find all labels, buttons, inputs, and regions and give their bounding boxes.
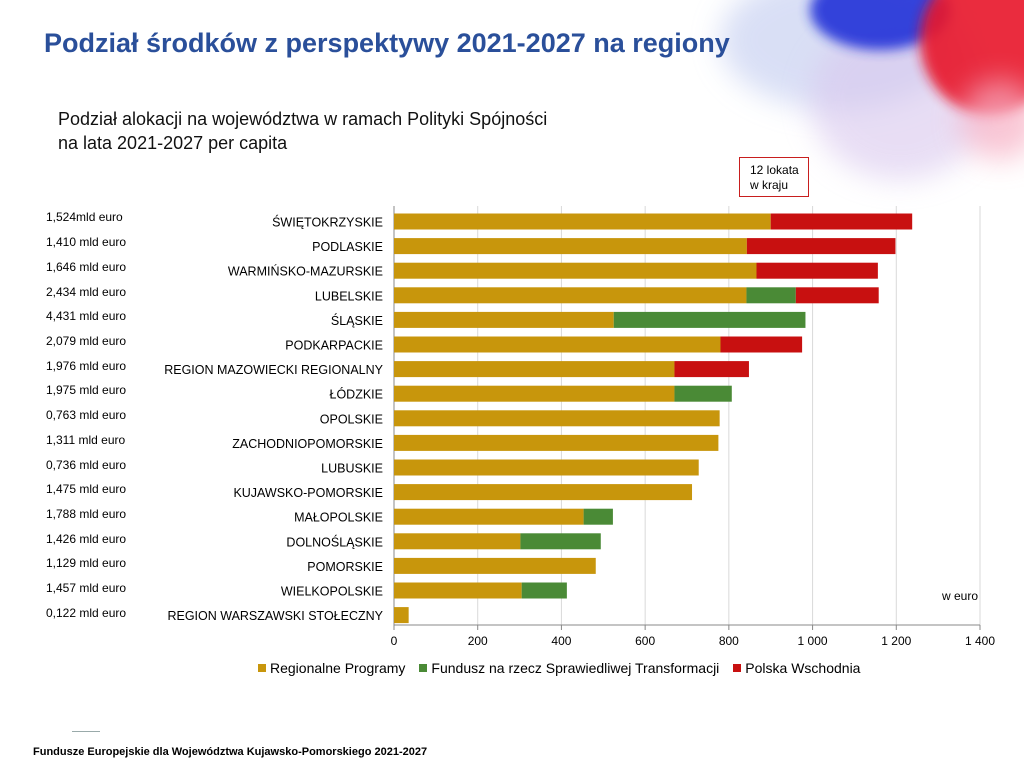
x-tick-label: 1 200 <box>881 634 911 648</box>
category-label: OPOLSKIE <box>320 412 383 426</box>
category-label: KUJAWSKO-POMORSKIE <box>233 486 383 500</box>
bar-segment <box>756 262 878 279</box>
bar-segment <box>394 484 693 501</box>
bar-segment <box>394 287 747 304</box>
bar-segment <box>720 336 803 353</box>
rank-note-line-2: w kraju <box>750 178 789 192</box>
chart-subtitle: Podział alokacji na województwa w ramach… <box>58 107 547 155</box>
category-label: REGION WARSZAWSKI STOŁECZNY <box>167 609 383 623</box>
x-tick-label: 400 <box>551 634 571 648</box>
bar-segment <box>394 508 584 525</box>
bar-segment <box>394 434 719 451</box>
x-tick-label: 1 400 <box>965 634 995 648</box>
fund-amount: 2,079 mld euro <box>46 334 127 348</box>
fund-amount: 1,457 mld euro <box>46 581 127 595</box>
bar-segment <box>394 336 721 353</box>
fund-amount: 0,122 mld euro <box>46 606 127 620</box>
bar-segment <box>674 361 749 378</box>
bar-segment <box>746 238 896 255</box>
bar-segment <box>394 607 409 624</box>
unit-label: w euro <box>942 589 979 603</box>
bar-segment <box>746 287 796 304</box>
category-label: MAŁOPOLSKIE <box>294 511 383 525</box>
category-label: ŚLĄSKIE <box>331 313 383 328</box>
fund-amount: 2,434 mld euro <box>46 285 127 299</box>
category-label: POMORSKIE <box>307 560 383 574</box>
category-label: ŁÓDZKIE <box>330 387 384 402</box>
fund-amount: 1,426 mld euro <box>46 532 127 546</box>
fund-amount: 1,976 mld euro <box>46 359 127 373</box>
category-label: PODLASKIE <box>312 240 383 254</box>
x-tick-label: 800 <box>719 634 739 648</box>
category-label: LUBUSKIE <box>321 462 383 476</box>
category-label: ŚWIĘTOKRZYSKIE <box>272 215 383 230</box>
bar-segment <box>674 385 732 402</box>
fund-amount: 1,311 mld euro <box>46 433 126 447</box>
category-label: LUBELSKIE <box>315 289 383 303</box>
bar-segment <box>394 238 747 255</box>
legend-swatch-jtf <box>419 664 428 672</box>
x-tick-label: 600 <box>635 634 655 648</box>
category-label: WARMIŃSKO-MAZURSKIE <box>228 264 383 279</box>
chart-legend: Regionalne Programy Fundusz na rzecz Spr… <box>258 660 874 676</box>
bar-segment <box>394 582 522 599</box>
footer-text: Fundusze Europejskie dla Województwa Kuj… <box>33 746 428 758</box>
bar-segment <box>394 557 596 574</box>
bar-segment <box>394 262 757 279</box>
category-label: DOLNOŚLĄSKIE <box>286 534 383 549</box>
bar-segment <box>521 582 567 599</box>
footer-divider <box>72 731 100 732</box>
category-label: ZACHODNIOPOMORSKIE <box>232 437 383 451</box>
legend-item-jtf: Fundusz na rzecz Sprawiedliwej Transform… <box>419 660 719 676</box>
x-tick-label: 1 000 <box>798 634 828 648</box>
bar-segment <box>394 311 614 328</box>
legend-swatch-east <box>733 664 742 672</box>
category-label: WIELKOPOLSKIE <box>281 585 383 599</box>
fund-amount: 4,431 mld euro <box>46 309 127 323</box>
legend-swatch-regional <box>258 664 266 672</box>
legend-item-east: Polska Wschodnia <box>733 660 860 676</box>
x-tick-label: 200 <box>468 634 488 648</box>
subtitle-line-2: na lata 2021-2027 per capita <box>58 133 288 153</box>
fund-amount: 1,524mld euro <box>46 210 123 224</box>
fund-amount: 1,475 mld euro <box>46 482 127 496</box>
fund-amount: 0,763 mld euro <box>46 408 127 422</box>
bar-segment <box>583 508 613 525</box>
fund-amount: 0,736 mld euro <box>46 458 127 472</box>
legend-label-jtf: Fundusz na rzecz Sprawiedliwej Transform… <box>431 660 720 676</box>
bar-segment <box>394 533 521 550</box>
category-label: PODKARPACKIE <box>285 339 383 353</box>
legend-label-regional: Regionalne Programy <box>270 660 406 676</box>
category-label: REGION MAZOWIECKI REGIONALNY <box>164 363 383 377</box>
rank-note-box: 12 lokata w kraju <box>739 157 809 197</box>
page-title: Podział środków z perspektywy 2021-2027 … <box>44 28 730 58</box>
bar-segment <box>795 287 879 304</box>
bar-segment <box>394 410 720 427</box>
bar-segment <box>394 213 771 230</box>
legend-label-east: Polska Wschodnia <box>745 660 861 676</box>
fund-amount: 1,975 mld euro <box>46 383 127 397</box>
bar-segment <box>394 459 699 476</box>
bar-segment <box>770 213 913 230</box>
fund-amount: 1,788 mld euro <box>46 507 127 521</box>
legend-item-regional: Regionalne Programy <box>258 660 405 676</box>
bar-segment <box>613 311 806 328</box>
rank-note-line-1: 12 lokata <box>750 163 799 177</box>
bar-segment <box>394 385 675 402</box>
fund-amount: 1,646 mld euro <box>46 260 127 274</box>
bar-segment <box>520 533 601 550</box>
fund-amount: 1,410 mld euro <box>46 235 127 249</box>
bar-segment <box>394 361 675 378</box>
fund-amount: 1,129 mld euro <box>46 556 127 570</box>
x-tick-label: 0 <box>391 634 398 648</box>
subtitle-line-1: Podział alokacji na województwa w ramach… <box>58 109 548 129</box>
